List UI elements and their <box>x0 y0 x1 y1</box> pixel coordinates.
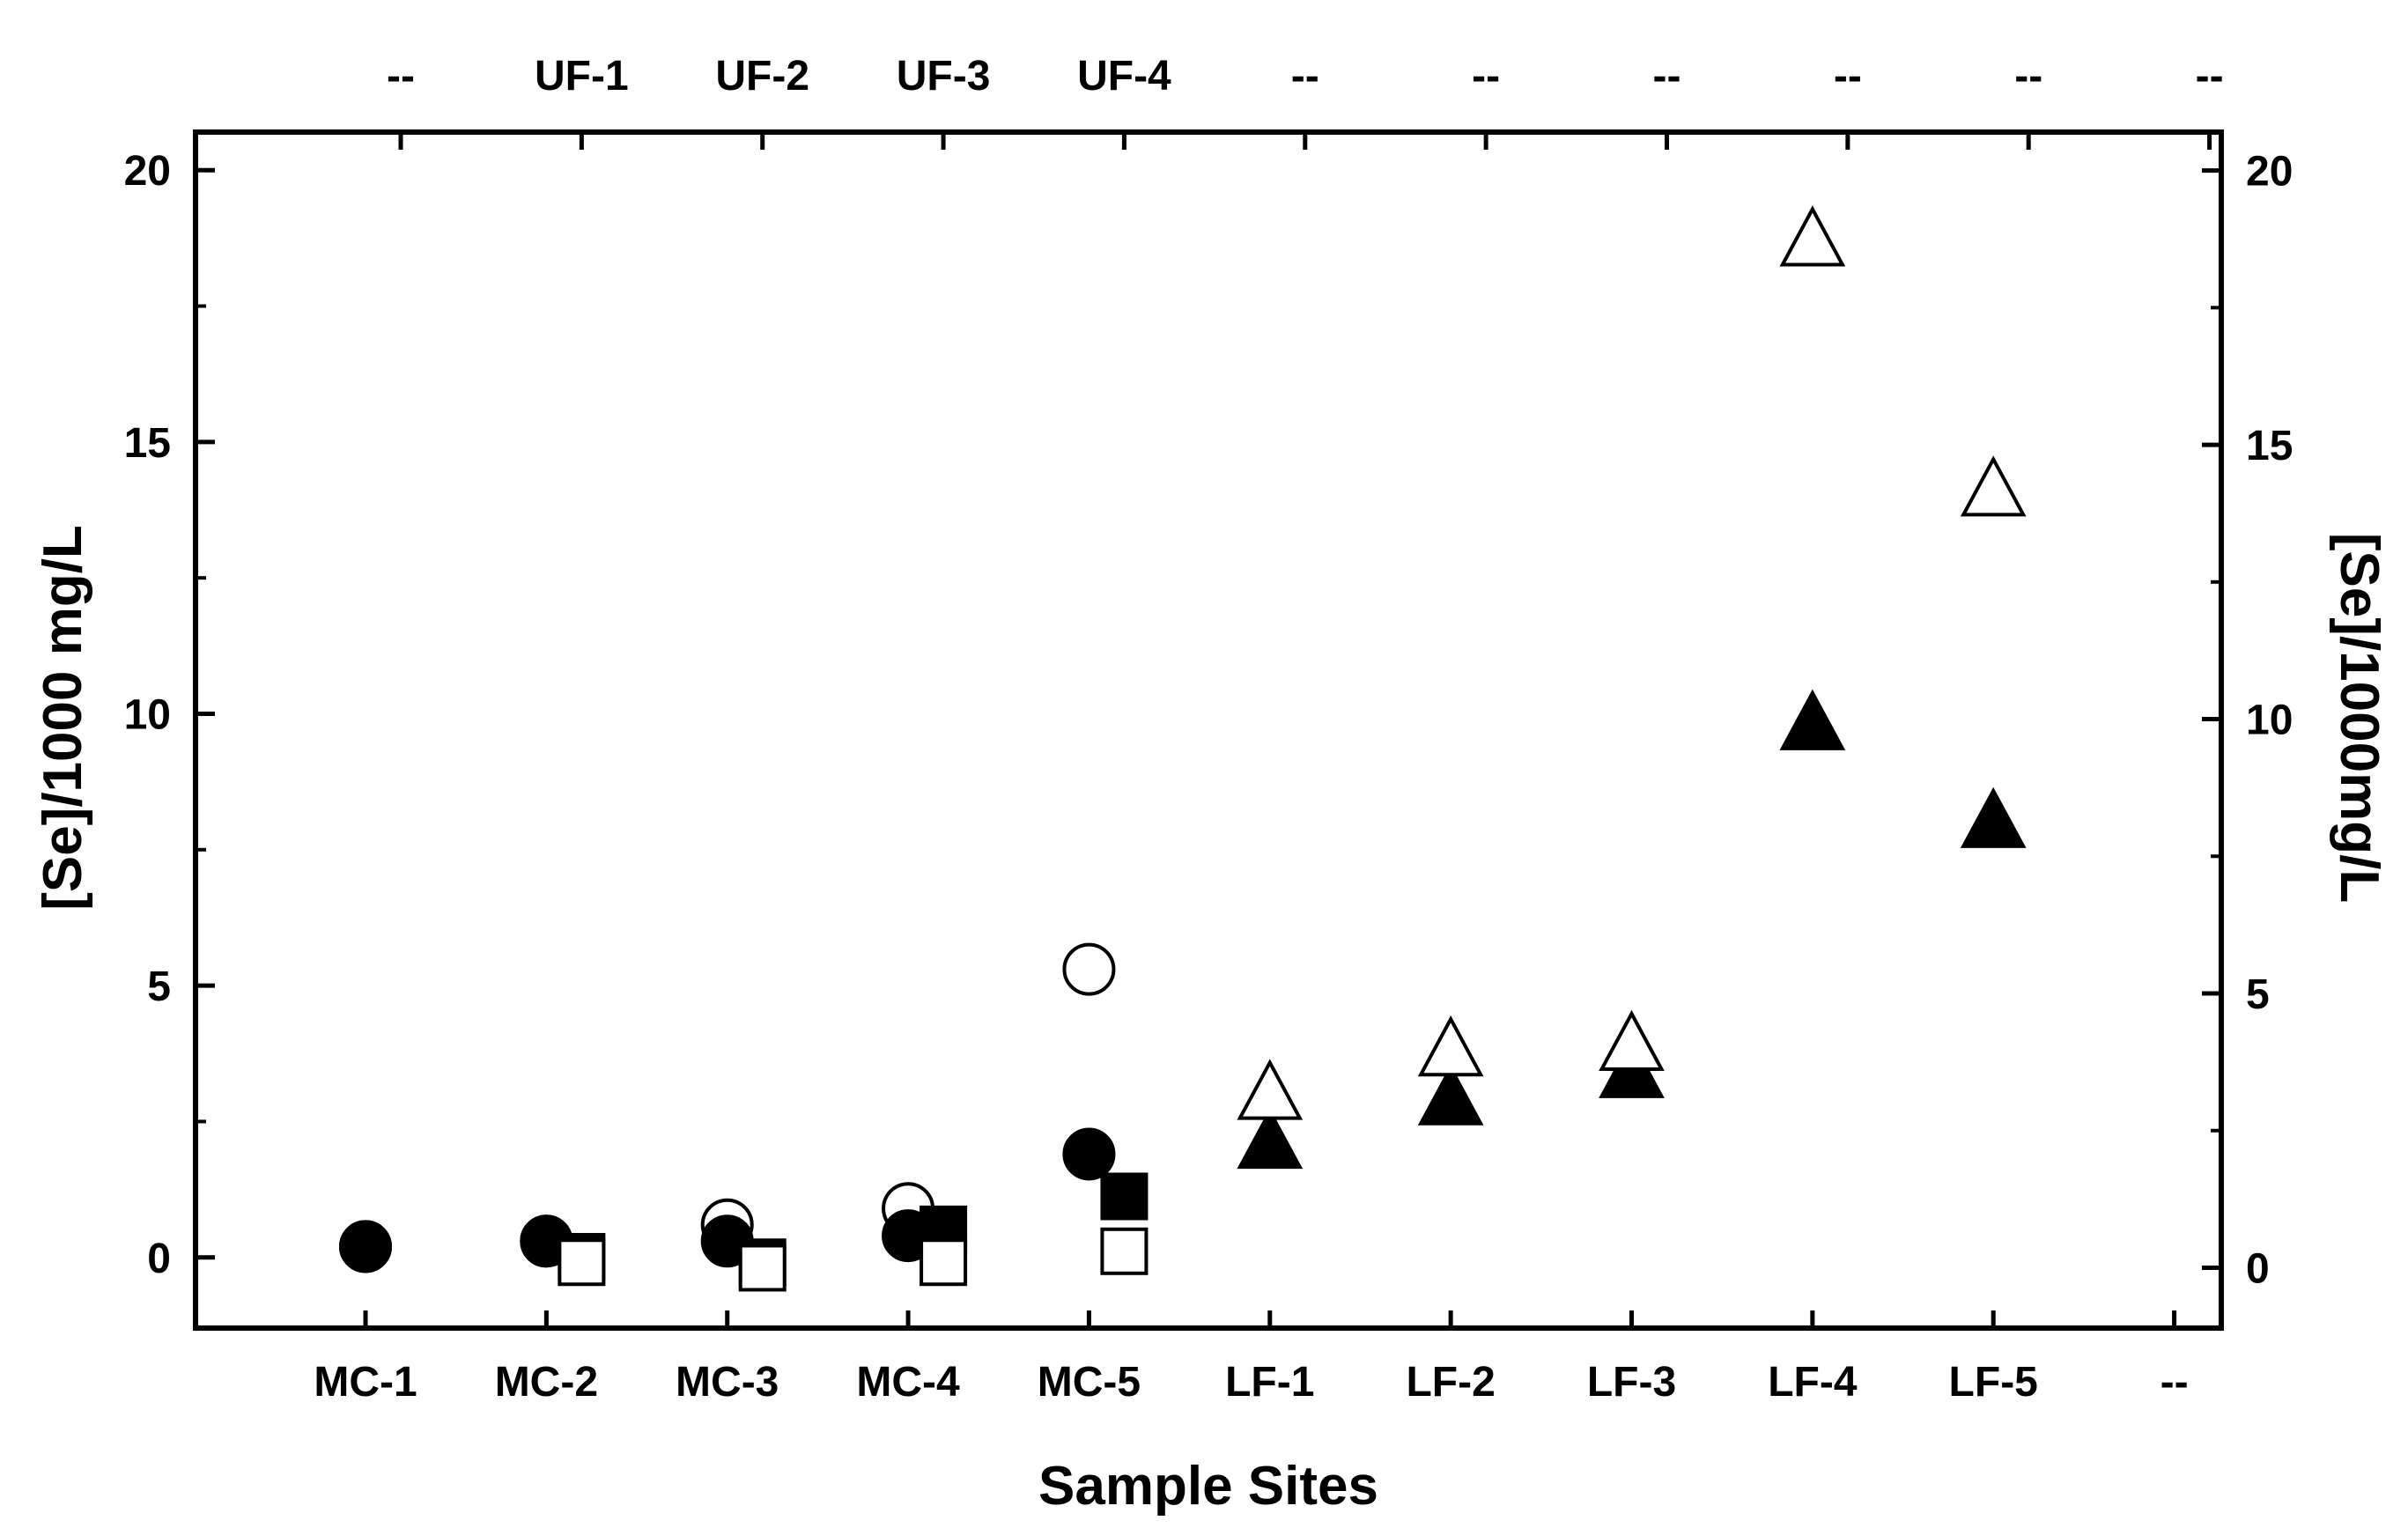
y-right-tick-label: 15 <box>2246 423 2293 469</box>
x-top-tick-label: -- <box>1472 53 1500 100</box>
y-left-tick-label: 15 <box>124 420 171 467</box>
data-point-square <box>1100 1227 1149 1275</box>
y-right-tick-label: 5 <box>2246 971 2270 1018</box>
data-point-triangle <box>1960 455 2027 517</box>
plot-axes <box>193 129 2224 1331</box>
x-top-tick-label: UF-4 <box>1077 53 1171 100</box>
data-point-triangle <box>1960 786 2027 848</box>
data-point-square <box>920 1238 968 1287</box>
x-axis-title: Sample Sites <box>1038 1456 1378 1517</box>
x-top-tick-label: -- <box>1653 53 1681 100</box>
y-axis-title-right: [Se]/1000mg/L <box>2329 533 2390 903</box>
data-point-triangle <box>1237 1107 1304 1170</box>
x-bottom-tick-label: MC-2 <box>495 1359 598 1406</box>
x-top-tick-label: -- <box>2196 53 2224 100</box>
data-point-square <box>1100 1172 1149 1221</box>
data-point-triangle <box>1237 1059 1304 1120</box>
x-top-tick-label: -- <box>2014 53 2042 100</box>
x-bottom-tick-label: LF-1 <box>1225 1359 1314 1406</box>
x-bottom-tick-label: LF-4 <box>1768 1359 1858 1406</box>
x-bottom-tick-label: LF-3 <box>1587 1359 1676 1406</box>
x-top-tick-label: UF-1 <box>535 53 629 100</box>
data-point-triangle <box>1779 689 1846 750</box>
x-bottom-tick-label: MC-3 <box>676 1359 779 1406</box>
y-left-tick-label: 20 <box>124 148 171 195</box>
data-point-circle <box>339 1220 392 1273</box>
data-point-circle <box>1062 942 1116 996</box>
data-markers <box>339 205 2027 1292</box>
data-point-square <box>558 1238 606 1287</box>
x-top-tick-label: -- <box>1834 53 1862 100</box>
data-point-circle <box>1062 1127 1116 1181</box>
data-point-triangle <box>1599 1009 1665 1072</box>
y-axis-title-left: [Se]/1000 mg/L <box>33 525 93 911</box>
y-left-tick-label: 0 <box>147 1236 171 1282</box>
x-top-tick-label: -- <box>387 53 415 100</box>
x-bottom-tick-label: LF-2 <box>1406 1359 1495 1406</box>
x-top-tick-label: UF-3 <box>897 53 991 100</box>
data-point-triangle <box>1417 1015 1484 1077</box>
x-top-tick-label: UF-2 <box>715 53 809 100</box>
y-right-tick-label: 0 <box>2246 1245 2270 1292</box>
y-left-tick-label: 5 <box>147 963 171 1010</box>
x-bottom-tick-label: MC-5 <box>1038 1359 1141 1406</box>
axis-ticks: 0 5 10 15 20 0 5 10 15 20 MC-1 MC-2 MC-3 MC-4 MC-5 LF-1… <box>124 53 2294 1406</box>
y-right-tick-label: 20 <box>2246 149 2293 196</box>
data-point-square <box>738 1244 787 1292</box>
x-bottom-tick-label: MC-4 <box>856 1359 960 1406</box>
plot-frame <box>193 129 2224 1331</box>
data-point-triangle <box>1779 205 1846 267</box>
data-point-triangle <box>1417 1064 1484 1126</box>
y-right-tick-label: 10 <box>2246 698 2293 744</box>
x-bottom-tick-label: LF-5 <box>1949 1359 2038 1406</box>
x-bottom-tick-label: MC-1 <box>314 1359 417 1406</box>
x-bottom-tick-label: -- <box>2161 1359 2189 1406</box>
x-top-tick-label: -- <box>1291 53 1319 100</box>
y-left-tick-label: 10 <box>124 691 171 738</box>
